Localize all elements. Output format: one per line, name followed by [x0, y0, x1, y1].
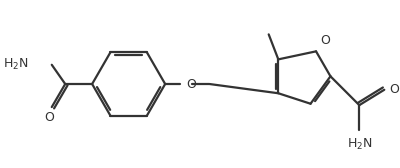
- Text: O: O: [320, 34, 330, 48]
- Text: O: O: [389, 83, 399, 96]
- Text: O: O: [186, 77, 196, 91]
- Text: H$_2$N: H$_2$N: [3, 57, 29, 72]
- Text: H$_2$N: H$_2$N: [346, 137, 372, 152]
- Text: O: O: [44, 111, 54, 124]
